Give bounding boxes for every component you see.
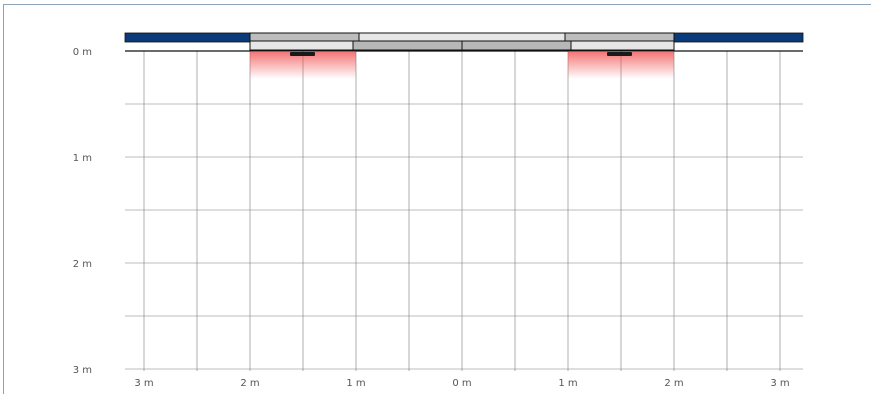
profile-bar-right — [673, 32, 804, 43]
x-axis-labels: 3 m 2 m 1 m 0 m 1 m 2 m 3 m — [134, 378, 789, 389]
luminaire-left-icon — [290, 52, 315, 56]
light-zones — [250, 52, 674, 79]
light-zone-left — [250, 52, 356, 79]
diagram-panel: 0 m 1 m 2 m 3 m 3 m 2 m 1 m 0 m 1 m 2 m 3 m — [3, 4, 871, 394]
y-tick-label: 0 m — [73, 47, 92, 58]
plate-top-center — [358, 32, 566, 42]
luminaire-right-icon — [607, 52, 632, 56]
x-tick-label: 1 m — [558, 378, 577, 389]
cross-section-structure — [124, 32, 804, 56]
x-tick-label: 3 m — [134, 378, 153, 389]
plate-top-left — [249, 32, 360, 42]
x-tick-label: 2 m — [664, 378, 683, 389]
y-tick-label: 1 m — [73, 153, 92, 164]
profile-bar-left — [124, 32, 251, 43]
plate-bottom-2 — [352, 40, 463, 51]
x-tick-label: 3 m — [770, 378, 789, 389]
plate-bottom-1 — [249, 40, 354, 51]
cross-section-diagram: 0 m 1 m 2 m 3 m 3 m 2 m 1 m 0 m 1 m 2 m 3 m — [73, 32, 804, 389]
plate-bottom-4 — [570, 40, 675, 51]
y-tick-label: 3 m — [73, 365, 92, 376]
y-axis-labels: 0 m 1 m 2 m 3 m — [73, 47, 92, 376]
plate-bottom-3 — [461, 40, 572, 51]
y-tick-label: 2 m — [73, 259, 92, 270]
plate-top-right — [564, 32, 675, 42]
x-tick-label: 0 m — [452, 378, 471, 389]
light-zone-right — [568, 52, 674, 79]
x-tick-label: 1 m — [346, 378, 365, 389]
grid — [125, 51, 803, 371]
x-tick-label: 2 m — [240, 378, 259, 389]
